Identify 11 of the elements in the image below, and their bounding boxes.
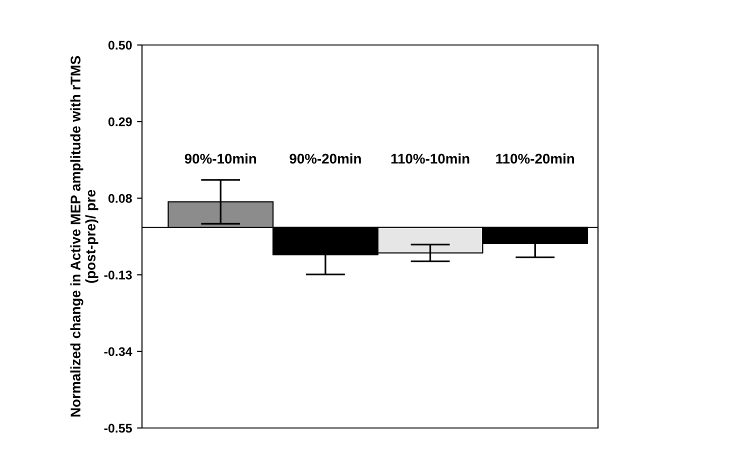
y-tick-label: 0.50 [108, 40, 132, 50]
x-tick-label: 110%-20min [496, 153, 574, 164]
x-tick-label: 110%-10min [391, 153, 470, 164]
y-tick-label: 0.08 [108, 194, 132, 203]
y-tick-label: -0.55 [104, 424, 132, 433]
x-tick-label: 90%-20min [290, 153, 361, 164]
y-tick-label: 0.29 [108, 117, 132, 126]
x-tick-label: 90%-10min [184, 153, 256, 164]
y-tick-label: -0.34 [104, 347, 132, 356]
y-tick-label: -0.13 [104, 270, 132, 280]
y-axis-title: Normalized change in Active MEP amplitude with rTMS (post-pre)/ pre [70, 56, 98, 417]
